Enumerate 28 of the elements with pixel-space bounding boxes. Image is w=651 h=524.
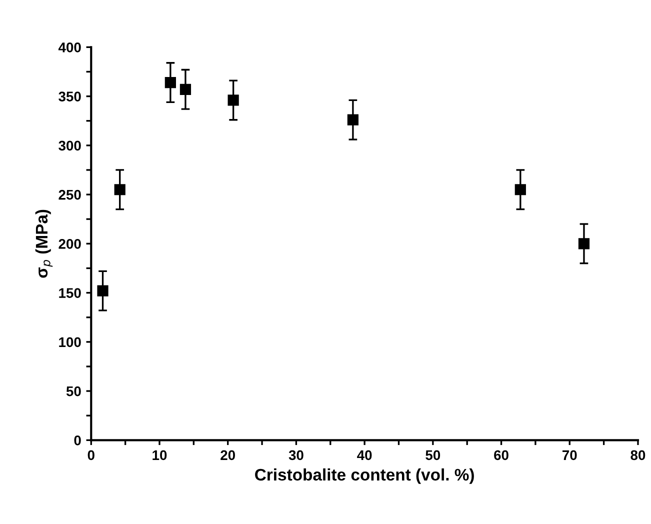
point [97, 285, 108, 296]
x-tick-label: 70 [562, 450, 577, 460]
y-tick-label: 300 [58, 140, 81, 151]
x-tick-label: 10 [152, 450, 167, 460]
point [228, 94, 239, 106]
y-tick-label: 50 [66, 386, 81, 396]
y-tick-label: 200 [58, 238, 81, 249]
x-tick-label: 40 [357, 450, 372, 460]
y-tick-label: 150 [59, 288, 81, 298]
y-tick-label: 0 [74, 435, 81, 446]
x-tick-label: 30 [288, 450, 304, 460]
y-axis-title: σ$_{p}$ (MPa) [35, 210, 53, 278]
x-tick-label: 80 [630, 450, 646, 460]
y-tick-label: 250 [58, 190, 81, 200]
x-tick-label: 50 [426, 450, 440, 460]
point [514, 184, 526, 196]
x-tick-label: 60 [494, 450, 508, 460]
point [114, 184, 126, 196]
point [180, 84, 192, 95]
point [164, 76, 176, 88]
x-tick-label: 20 [220, 450, 236, 460]
y-tick-label: 100 [59, 337, 81, 348]
x-tick-label: 0 [88, 450, 94, 460]
y-tick-label: 350 [58, 92, 81, 102]
point [578, 238, 590, 250]
x-axis-title: Cristobalite content (vol. %) [255, 468, 474, 484]
y-tick-label: 400 [58, 42, 81, 52]
point [347, 114, 358, 126]
